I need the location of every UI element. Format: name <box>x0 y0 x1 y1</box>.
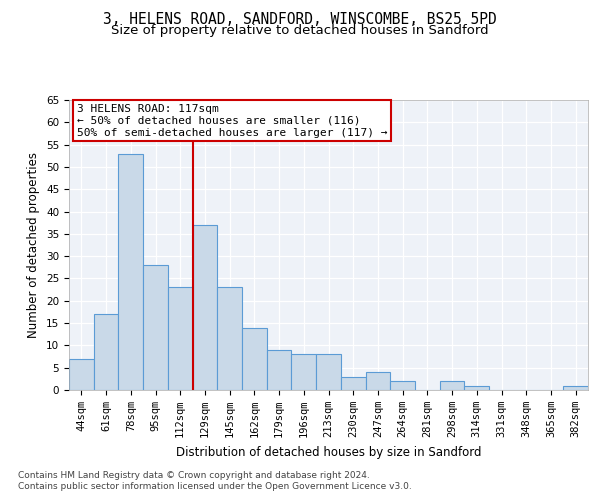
Bar <box>69 359 94 390</box>
Bar <box>365 372 390 390</box>
Bar <box>168 288 193 390</box>
Text: Size of property relative to detached houses in Sandford: Size of property relative to detached ho… <box>111 24 489 37</box>
Text: Contains HM Land Registry data © Crown copyright and database right 2024.: Contains HM Land Registry data © Crown c… <box>18 471 370 480</box>
Text: 3, HELENS ROAD, SANDFORD, WINSCOMBE, BS25 5PD: 3, HELENS ROAD, SANDFORD, WINSCOMBE, BS2… <box>103 12 497 28</box>
Bar <box>242 328 267 390</box>
Text: Contains public sector information licensed under the Open Government Licence v3: Contains public sector information licen… <box>18 482 412 491</box>
Bar <box>217 288 242 390</box>
Bar <box>193 225 217 390</box>
Bar <box>292 354 316 390</box>
Text: 3 HELENS ROAD: 117sqm
← 50% of detached houses are smaller (116)
50% of semi-det: 3 HELENS ROAD: 117sqm ← 50% of detached … <box>77 104 387 138</box>
Bar <box>267 350 292 390</box>
Bar <box>341 376 365 390</box>
Bar <box>94 314 118 390</box>
Bar <box>316 354 341 390</box>
Bar <box>143 265 168 390</box>
Y-axis label: Number of detached properties: Number of detached properties <box>28 152 40 338</box>
Bar <box>464 386 489 390</box>
X-axis label: Distribution of detached houses by size in Sandford: Distribution of detached houses by size … <box>176 446 481 458</box>
Bar <box>118 154 143 390</box>
Bar <box>563 386 588 390</box>
Bar <box>440 381 464 390</box>
Bar <box>390 381 415 390</box>
